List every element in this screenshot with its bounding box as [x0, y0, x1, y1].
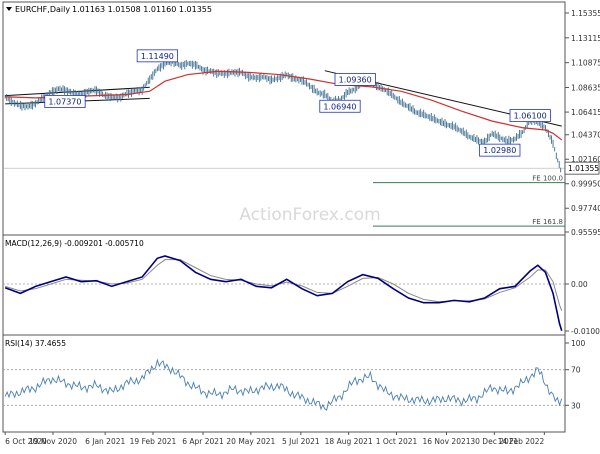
x-tick-label: 16 Nov 2021	[422, 437, 470, 446]
price-tick-label: 1.06415	[571, 108, 600, 117]
rsi-line	[4, 358, 563, 411]
price-tick-label: 1.04370	[571, 131, 600, 140]
price-panel	[2, 1, 566, 236]
price-tick-label: 1.10875	[571, 59, 600, 68]
x-tick-label: 20 May 2021	[226, 437, 275, 446]
x-tick-label: 14 Feb 2022	[498, 437, 545, 446]
price-annotation-label: 1.06940	[323, 102, 356, 111]
price-tick-label: 1.08635	[571, 83, 600, 92]
dropdown-triangle-icon	[6, 7, 12, 11]
rsi-header: RSI(14) 37.4655	[5, 339, 66, 348]
current-price-tag	[564, 161, 600, 175]
price-annotation-label: 1.06100	[514, 112, 547, 121]
x-tick-label: 6 Apr 2021	[182, 437, 224, 446]
price-tick-label: 0.97740	[571, 204, 600, 213]
trendline	[5, 86, 150, 97]
x-tick-label: 6 Jan 2021	[85, 437, 125, 446]
ohlc-values: 1.01163 1.01508 1.01160 1.01355	[72, 5, 212, 14]
x-tick-label: 19 Feb 2021	[130, 437, 177, 446]
macd-line	[4, 255, 563, 332]
x-tick-label: 1 Oct 2021	[376, 437, 418, 446]
price-tick-label: 1.15355	[571, 9, 600, 18]
price-annotation-box	[479, 143, 521, 157]
macd-header: MACD(12,26,9) -0.009201 -0.005710	[5, 239, 144, 248]
rsi-panel	[2, 334, 566, 433]
price-annotation-box	[44, 95, 86, 108]
moving-average-line	[5, 70, 563, 141]
current-price-label: 1.01355	[568, 164, 599, 173]
price-annotation-box	[334, 73, 376, 86]
rsi-tick-label: 100	[571, 339, 586, 348]
price-annotation-label: 1.09360	[339, 75, 372, 84]
macd-tick-label: -0.010044	[571, 327, 600, 336]
price-annotation-label: 1.07370	[48, 97, 81, 106]
price-annotation-box	[509, 109, 551, 122]
rsi-tick-label: 70	[571, 366, 581, 375]
watermark: ActionForex.com	[239, 205, 380, 225]
price-annotation-label: 1.02980	[483, 146, 516, 155]
symbol-label: EURCHF,Daily	[15, 5, 70, 14]
price-annotation-box	[319, 99, 361, 113]
fibo-level-label: FE 161.8	[532, 218, 563, 226]
price-annotation-label: 1.11490	[141, 52, 174, 61]
x-tick-label: 5 Jul 2021	[282, 437, 320, 446]
x-tick-label: 18 Aug 2021	[325, 437, 373, 446]
price-tick-label: 0.95595	[571, 228, 600, 237]
x-tick-label: 19 Nov 2020	[29, 437, 77, 446]
x-tick-label: 6 Oct 2020	[5, 437, 47, 446]
rsi-tick-label: 30	[571, 401, 581, 410]
price-tick-label: 0.99950	[571, 180, 600, 189]
macd-panel	[2, 234, 566, 336]
price-tick-label: 1.13115	[571, 34, 600, 43]
x-tick-label: 30 Dec 2021	[470, 437, 518, 446]
price-annotation-box	[136, 49, 178, 63]
macd-signal-line	[5, 259, 563, 311]
fibo-level-label: FE 100.0	[532, 175, 563, 183]
price-tick-label: 1.02160	[571, 155, 600, 164]
macd-tick-label: 0.00	[571, 280, 588, 289]
